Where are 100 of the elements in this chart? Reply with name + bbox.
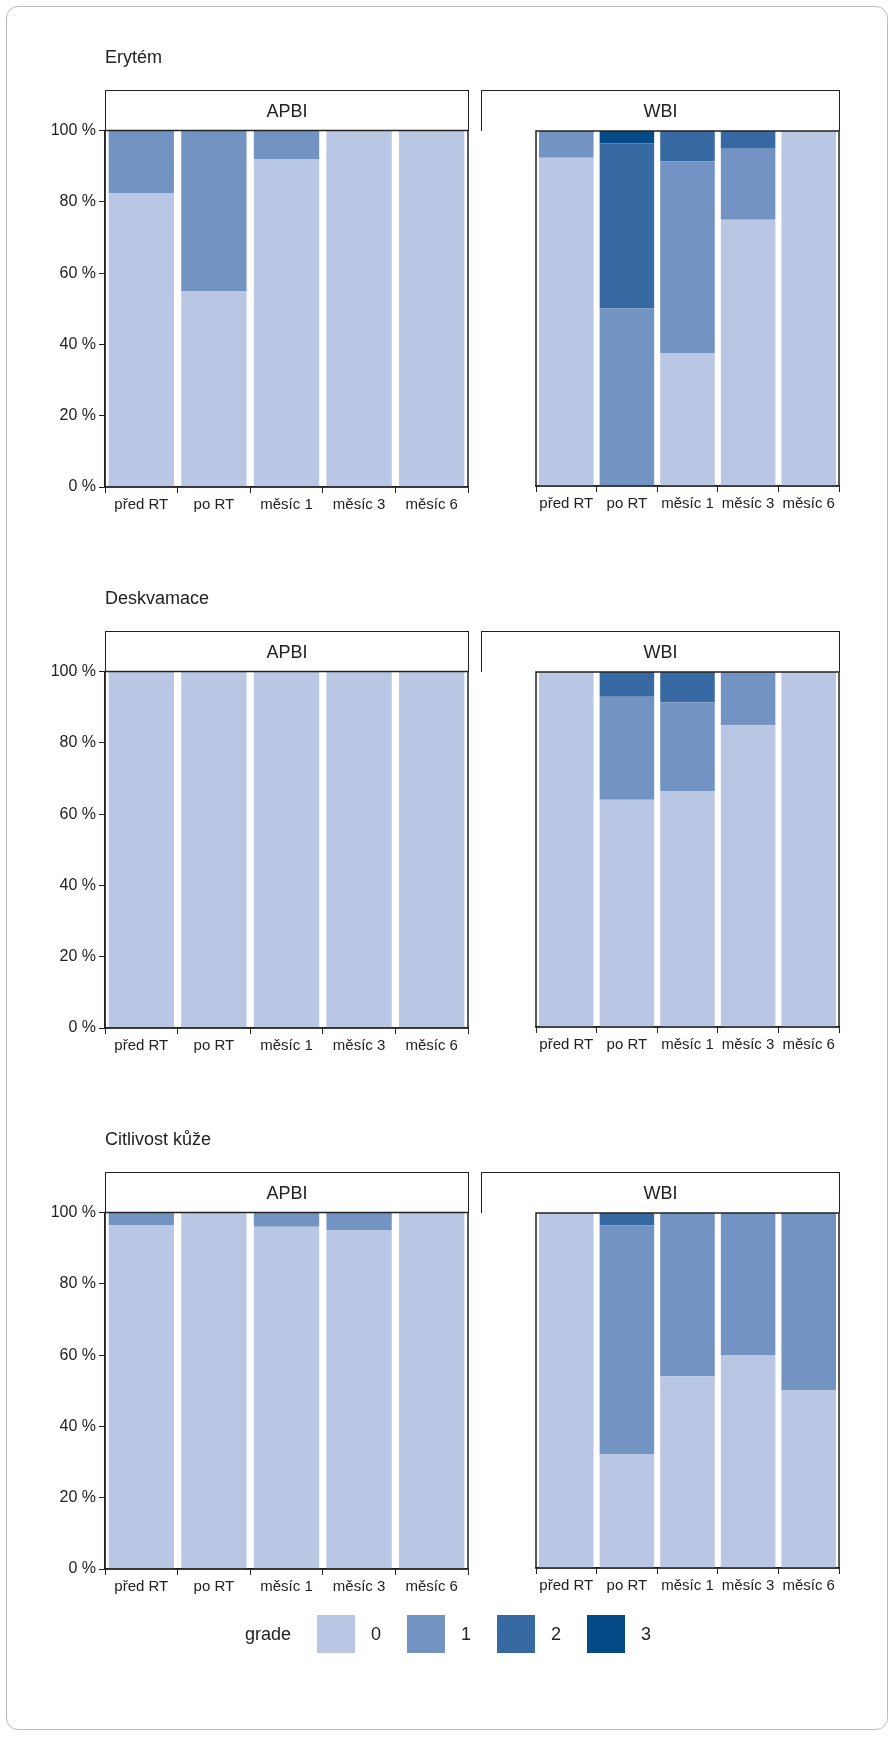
bar bbox=[720, 131, 776, 149]
x-tick-label: měsíc 3 bbox=[332, 495, 386, 513]
y-tick-label: 20 % bbox=[59, 1488, 96, 1506]
bar bbox=[720, 1355, 776, 1568]
x-tick-label: po RT bbox=[193, 1036, 235, 1054]
bar bbox=[720, 725, 776, 1027]
bar bbox=[660, 672, 715, 703]
x-tick-label: po RT bbox=[606, 1576, 648, 1594]
x-tick-label: před RT bbox=[539, 494, 594, 512]
bar bbox=[781, 1213, 836, 1391]
bar bbox=[253, 130, 320, 160]
bar bbox=[660, 790, 715, 1027]
bar bbox=[720, 672, 776, 726]
x-tick-label: měsíc 1 bbox=[260, 495, 313, 513]
bar bbox=[660, 1376, 715, 1568]
bar bbox=[253, 159, 320, 487]
x-tick-label: měsíc 3 bbox=[721, 1035, 775, 1053]
chart-title: APBI bbox=[105, 90, 469, 131]
y-tick-label: 80 % bbox=[59, 192, 96, 210]
chart-title: APBI bbox=[105, 1172, 469, 1213]
bar bbox=[181, 1212, 247, 1569]
bar bbox=[539, 157, 594, 486]
x-tick-label: měsíc 6 bbox=[405, 1036, 458, 1054]
y-tick-label: 100 % bbox=[50, 662, 96, 680]
bar bbox=[599, 308, 655, 486]
x-tick-label: před RT bbox=[114, 1577, 169, 1595]
bar bbox=[720, 1213, 776, 1355]
y-tick-label: 80 % bbox=[59, 1274, 96, 1292]
legend-title: grade bbox=[244, 1623, 291, 1645]
legend-label: 0 bbox=[370, 1623, 381, 1645]
x-tick-label: měsíc 1 bbox=[661, 1576, 714, 1594]
y-tick-label: 100 % bbox=[50, 1203, 96, 1221]
bar bbox=[599, 1225, 655, 1455]
x-tick-label: měsíc 3 bbox=[332, 1577, 386, 1595]
y-tick-label: 60 % bbox=[59, 804, 96, 822]
x-tick-label: měsíc 6 bbox=[405, 1577, 458, 1595]
y-tick-label: 0 % bbox=[68, 1559, 96, 1577]
bar bbox=[720, 219, 776, 486]
bar bbox=[660, 352, 715, 486]
x-tick-label: po RT bbox=[193, 495, 235, 513]
y-tick-label: 0 % bbox=[68, 1018, 96, 1036]
x-tick-label: měsíc 3 bbox=[332, 1036, 386, 1054]
x-tick-label: měsíc 1 bbox=[661, 1035, 714, 1053]
x-tick-label: před RT bbox=[114, 1036, 169, 1054]
bar bbox=[660, 161, 715, 353]
bar bbox=[599, 672, 655, 697]
y-tick-label: 40 % bbox=[59, 876, 96, 894]
bar bbox=[781, 1390, 836, 1568]
text: Deskvamace bbox=[105, 588, 210, 609]
chart-title: WBI bbox=[481, 631, 840, 672]
x-tick-label: měsíc 1 bbox=[260, 1577, 313, 1595]
bar bbox=[253, 1227, 320, 1569]
x-tick-label: měsíc 1 bbox=[661, 494, 714, 512]
x-tick-label: měsíc 6 bbox=[782, 494, 835, 512]
x-tick-label: měsíc 6 bbox=[782, 1035, 835, 1053]
bar bbox=[660, 1213, 715, 1377]
bar bbox=[599, 696, 655, 800]
y-tick-label: 0 % bbox=[68, 477, 96, 495]
bar bbox=[599, 1454, 655, 1568]
legend-label: 1 bbox=[461, 1623, 472, 1645]
bar bbox=[181, 291, 247, 487]
x-tick-label: měsíc 6 bbox=[405, 495, 458, 513]
y-tick-label: 60 % bbox=[59, 1345, 96, 1363]
chart-title: WBI bbox=[481, 90, 840, 131]
bar bbox=[781, 672, 836, 1027]
bar bbox=[326, 1230, 392, 1569]
bar bbox=[326, 1212, 392, 1231]
y-tick-label: 20 % bbox=[59, 947, 96, 965]
bar bbox=[399, 130, 465, 487]
bar bbox=[781, 131, 836, 486]
bar bbox=[599, 799, 655, 1027]
x-tick-label: měsíc 3 bbox=[721, 494, 775, 512]
y-tick-label: 40 % bbox=[59, 335, 96, 353]
bar bbox=[326, 130, 392, 487]
x-tick-label: měsíc 1 bbox=[260, 1036, 313, 1054]
text: Citlivost kůže bbox=[105, 1129, 212, 1150]
bar bbox=[539, 1213, 594, 1568]
y-tick-label: 40 % bbox=[59, 1417, 96, 1435]
bar bbox=[720, 148, 776, 220]
x-tick-label: po RT bbox=[193, 1577, 235, 1595]
x-tick-label: po RT bbox=[606, 494, 648, 512]
bar bbox=[108, 193, 174, 487]
x-tick-label: po RT bbox=[606, 1035, 648, 1053]
x-tick-label: před RT bbox=[114, 495, 169, 513]
x-tick-label: před RT bbox=[539, 1035, 594, 1053]
x-tick-label: před RT bbox=[539, 1576, 594, 1594]
bar bbox=[181, 130, 247, 292]
bar bbox=[599, 143, 655, 309]
bar bbox=[253, 1212, 320, 1228]
bar bbox=[108, 130, 174, 194]
y-tick-label: 80 % bbox=[59, 733, 96, 751]
y-tick-label: 100 % bbox=[50, 121, 96, 139]
legend-label: 3 bbox=[641, 1623, 652, 1645]
y-tick-label: 20 % bbox=[59, 406, 96, 424]
text: Erytém bbox=[105, 47, 163, 68]
bar bbox=[660, 702, 715, 791]
x-tick-label: měsíc 3 bbox=[721, 1576, 775, 1594]
bar bbox=[539, 131, 594, 158]
x-tick-label: měsíc 6 bbox=[782, 1576, 835, 1594]
legend-label: 2 bbox=[551, 1623, 562, 1645]
